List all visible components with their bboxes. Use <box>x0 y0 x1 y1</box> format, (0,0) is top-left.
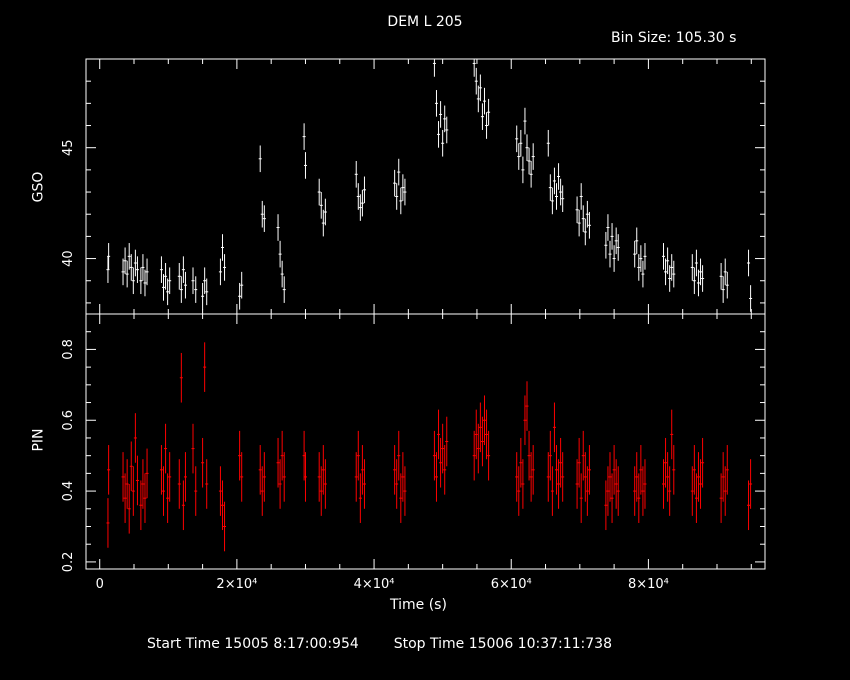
stop-time-value: 15006 10:37:11:738 <box>468 636 612 652</box>
bin-size-label: Bin Size: 105.30 s <box>611 30 737 46</box>
x-tick-label: 8×10⁴ <box>628 577 669 592</box>
y-tick-label: 0.4 <box>61 481 76 502</box>
y-tick-label: 0.8 <box>61 339 76 360</box>
y-tick-label: 40 <box>61 250 76 267</box>
time-range-footer: Start Time 15005 8:17:00:954 Stop Time 1… <box>147 636 612 652</box>
panel-frame <box>85 58 766 315</box>
gso-panel: 40 45 <box>61 58 766 315</box>
y-tick-label: 0.6 <box>61 410 76 431</box>
pin-panel: 0 2×10⁴ 4×10⁴ 6×10⁴ 8×10⁴ 0.2 0.4 0.6 0.8 <box>61 313 766 592</box>
stop-time-label: Stop Time <box>393 636 465 652</box>
x-axis-label: Time (s) <box>390 597 447 613</box>
start-time-value: 15005 8:17:00:954 <box>224 636 359 652</box>
x-tick-label: 6×10⁴ <box>491 577 532 592</box>
pin-y-axis-label: PIN <box>30 428 47 452</box>
chart-title: DEM L 205 <box>387 14 463 30</box>
panel-frame <box>85 313 766 570</box>
start-time-label: Start Time <box>147 636 220 652</box>
x-tick-label: 4×10⁴ <box>354 577 395 592</box>
gso-y-axis-label: GSO <box>30 171 47 203</box>
x-tick-label: 0 <box>96 577 104 592</box>
y-tick-label: 0.2 <box>61 552 76 573</box>
y-tick-label: 45 <box>61 139 76 156</box>
x-tick-label: 2×10⁴ <box>216 577 257 592</box>
